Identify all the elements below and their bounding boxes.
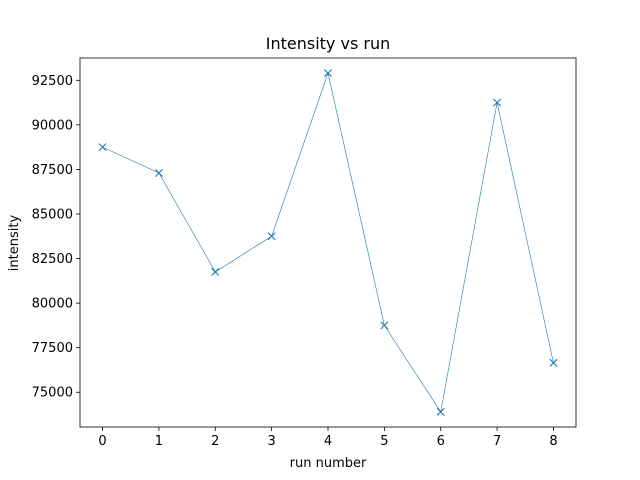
x-tick-label: 8 [549, 434, 557, 449]
x-axis-label: run number [290, 456, 367, 471]
y-axis-label: intensity [7, 215, 22, 272]
data-point-marker [493, 98, 502, 107]
y-axis-ticks: 75000 77500 80000 82500 85000 87500 90000 92500 [32, 74, 80, 401]
data-point-marker [436, 407, 445, 416]
x-tick-label: 5 [380, 434, 388, 449]
data-point-marker [549, 358, 558, 367]
y-tick-label: 87500 [32, 163, 73, 178]
y-tick-label: 77500 [32, 341, 73, 356]
y-tick-label: 75000 [32, 386, 73, 401]
data-point-marker [267, 232, 276, 241]
y-tick-label: 92500 [32, 74, 73, 89]
data-point-marker [154, 168, 163, 177]
x-tick-label: 3 [267, 434, 275, 449]
x-axis-ticks: 0 1 2 3 4 5 6 7 8 [98, 427, 558, 449]
x-tick-label: 0 [98, 434, 106, 449]
y-tick-label: 80000 [32, 297, 73, 312]
plot-area [98, 69, 558, 416]
x-tick-label: 1 [155, 434, 163, 449]
data-point-marker [98, 143, 107, 152]
data-point-marker [211, 267, 220, 276]
x-tick-label: 6 [437, 434, 445, 449]
y-tick-label: 82500 [32, 252, 73, 267]
data-point-marker [324, 69, 332, 78]
data-point-marker [380, 321, 389, 330]
x-tick-label: 4 [324, 434, 332, 449]
x-tick-label: 2 [211, 434, 219, 449]
x-tick-label: 7 [493, 434, 501, 449]
y-tick-label: 90000 [32, 118, 73, 133]
chart-title: Intensity vs run [266, 34, 390, 53]
y-tick-label: 85000 [32, 207, 73, 222]
